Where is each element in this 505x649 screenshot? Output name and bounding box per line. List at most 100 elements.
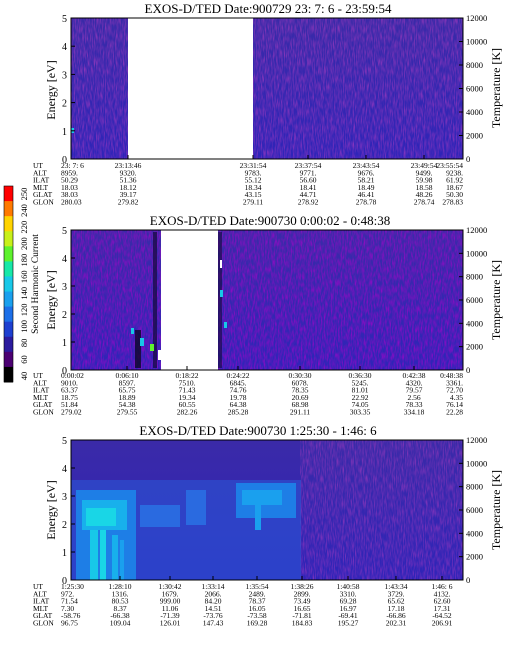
table-cell: 23:43:54 (353, 161, 380, 170)
table-row-label: GLAT (33, 190, 53, 199)
colorbar-tick-label: 140 (19, 287, 29, 300)
table-cell: 14.51 (205, 604, 222, 613)
y2tick-label: 4000 (466, 107, 483, 117)
table-cell: 51.36 (120, 176, 137, 185)
ytick-label: 1 (62, 127, 67, 138)
ytick-label: 3 (62, 492, 67, 503)
table-cell: 71.54 (61, 597, 78, 606)
colorbar-swatch (4, 276, 13, 293)
colorbar-tick-label: 100 (19, 320, 29, 333)
table-cell: 0:24:22 (227, 371, 250, 380)
table-cell: 23:37:54 (295, 161, 322, 170)
colorbar-swatch (4, 261, 13, 277)
table-cell: 50.30 (446, 190, 463, 199)
table-cell: 71.43 (179, 386, 196, 395)
table-cell: 334.18 (404, 408, 425, 417)
table-cell: 48.26 (416, 190, 433, 199)
table-row-label: GLON (33, 619, 54, 628)
colorbar-swatch (4, 246, 13, 262)
colorbar-swatch (4, 351, 13, 368)
panel-2-edge-streaks (131, 232, 227, 368)
ytick-label: 2 (62, 520, 67, 531)
ytick-label: 4 (62, 464, 67, 475)
table-cell: 22.28 (446, 408, 463, 417)
table-cell: 65.62 (388, 597, 405, 606)
table-row-label: MLT (33, 393, 49, 402)
table-cell: 278.78 (356, 198, 377, 207)
table-cell: 18.58 (416, 183, 433, 192)
table-row-label: ILAT (33, 597, 50, 606)
y2tick-label: 8000 (466, 272, 483, 282)
table-cell: 278.74 (414, 198, 435, 207)
table-cell: 54.38 (119, 400, 136, 409)
table-cell: -66.86 (386, 611, 406, 620)
colorbar-swatch (4, 231, 13, 247)
table-cell: 23:13:46 (115, 161, 142, 170)
table-cell: 80.53 (112, 597, 129, 606)
panel-2-table: UTALTILATMLTGLATGLON0:00:029010.63.3718.… (33, 371, 463, 417)
table-cell: 65.75 (119, 386, 136, 395)
table-cell: 280.03 (61, 198, 82, 207)
table-cell: 4.35 (450, 393, 463, 402)
colorbar-tick-label: 200 (19, 237, 29, 250)
table-cell: 17.18 (388, 604, 405, 613)
table-cell: 63.37 (61, 386, 78, 395)
table-cell: 23:31:54 (240, 161, 267, 170)
table-cell: 3361. (446, 378, 463, 387)
panel-1-y2label: Temperature [K] (489, 48, 503, 128)
table-cell: -66.38 (110, 611, 130, 620)
ytick-label: 2 (62, 310, 67, 321)
table-cell: 2066. (205, 589, 222, 598)
panel-1-ylabel: Energy [eV] (44, 60, 58, 119)
table-cell: 184.83 (292, 619, 313, 628)
table-cell: 7.30 (61, 604, 74, 613)
panel-1-data-gap (128, 18, 253, 159)
table-cell: 279.55 (117, 408, 138, 417)
colorbar-tick-label: 220 (19, 221, 29, 234)
table-cell: 9010. (61, 378, 78, 387)
table-cell: 43.15 (245, 190, 262, 199)
table-cell: 3310. (340, 589, 357, 598)
panel-3: EXOS-D/TED Date:900730 1:25:30 - 1:46: 6 (33, 423, 503, 628)
y2tick-label: 4000 (466, 318, 483, 328)
table-cell: 109.04 (110, 619, 131, 628)
table-row-label: ALT (33, 378, 47, 387)
y2tick-label: 12000 (466, 225, 487, 235)
table-row-label: ILAT (33, 386, 50, 395)
colorbar: 40 60 80 100 120 140 160 180 200 220 240 250 Second … (3, 185, 41, 383)
table-cell: 195.27 (338, 619, 359, 628)
table-cell: 0:00:02 (61, 371, 84, 380)
y2tick-label: 8000 (466, 482, 483, 492)
table-cell: 291.11 (290, 408, 311, 417)
colorbar-swatch (4, 321, 13, 338)
ytick-label: 0 (62, 155, 67, 166)
table-cell: 5245. (352, 378, 369, 387)
table-cell: 23:49:54 (411, 161, 438, 170)
colorbar-swatch (4, 291, 13, 308)
table-row-label: ALT (33, 589, 47, 598)
table-cell: -71.81 (292, 611, 312, 620)
table-cell: 1:35:54 (246, 582, 269, 591)
table-cell: 18.41 (300, 183, 317, 192)
table-cell: 9783. (245, 168, 262, 177)
table-row-label: UT (33, 371, 43, 380)
table-cell: 60.55 (179, 400, 196, 409)
table-cell: 126.01 (160, 619, 181, 628)
panel-3-intensity-blobs (71, 480, 301, 580)
table-cell: 1:38:26 (291, 582, 314, 591)
panel-2-title: EXOS-D/TED Date:900730 0:00:02 - 0:48:38 (150, 213, 390, 228)
panel-2-y2label: Temperature [K] (489, 260, 503, 340)
table-cell: 8.37 (113, 604, 126, 613)
panel-3-y2ticks: 0 2000 4000 6000 8000 10000 12000 (459, 435, 487, 585)
table-cell: 0:18:22 (176, 371, 199, 380)
table-cell: 1:33:14 (202, 582, 225, 591)
ytick-label: 0 (62, 576, 67, 587)
table-cell: 0:06:10 (116, 371, 139, 380)
table-cell: 9320. (120, 168, 137, 177)
table-cell: 20.69 (292, 393, 309, 402)
table-cell: 39.17 (120, 190, 137, 199)
ytick-label: 3 (62, 282, 67, 293)
table-cell: 96.75 (61, 619, 78, 628)
table-cell: 23:55:54 (436, 161, 463, 170)
colorbar-swatch (4, 216, 13, 232)
